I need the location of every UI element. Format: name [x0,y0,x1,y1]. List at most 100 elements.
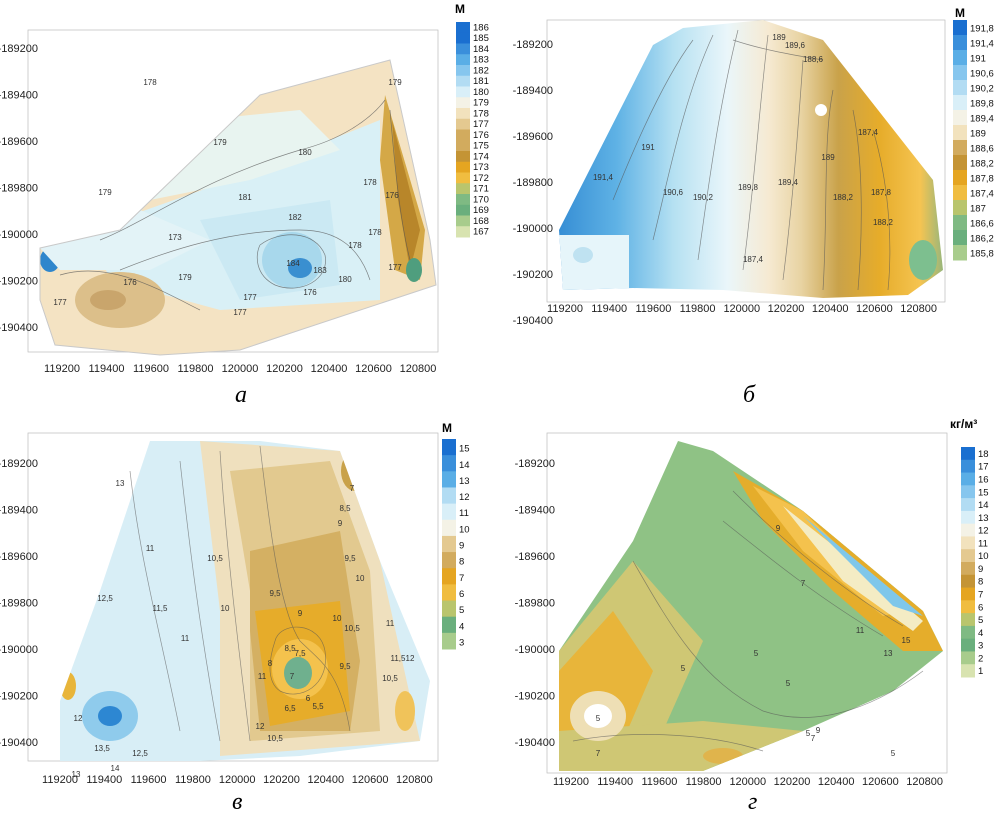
legend-value-label: 9 [978,564,983,575]
contour-value-label: 6 [306,694,311,703]
legend-swatch [953,245,967,261]
legend-colorbar: 191,8 191,4 191 190,6 190,2 189,8 189,4 189 188,… [953,20,994,261]
legend-swatch [961,638,975,652]
contour-value-label: 7,5 [294,649,306,658]
y-tick-label: -189400 [0,90,38,102]
y-tick-label: -189600 [0,551,38,563]
contour-value-label: 8,5 [284,644,296,653]
y-tick-label: -189600 [515,551,555,563]
contour-value-label: 10,5 [382,674,398,683]
y-tick-label: -189400 [515,505,555,517]
legend-swatch [961,574,975,589]
legend-value-label: 186 [473,22,489,33]
legend-value-label: 188,2 [970,159,994,170]
y-tick-label: -190000 [513,223,553,235]
contour-value-label: 9 [338,519,343,528]
legend-value-label: 5 [978,615,983,626]
contour-value-label: 10,5 [207,554,223,563]
legend-value-label: 11 [459,508,469,519]
contour-value-label: 178 [368,228,382,237]
contour-value-label: 182 [288,213,302,222]
x-tick-label: 119400 [86,774,122,786]
y-tick-label: -189600 [513,131,553,143]
contour-value-label: 180 [298,148,312,157]
legend-value-label: 168 [473,216,489,227]
legend-swatch [442,632,456,650]
contour-value-label: 13 [884,649,893,658]
x-tick-label: 120800 [900,303,937,315]
legend-value-label: 7 [978,590,983,601]
legend-value-label: 170 [473,194,489,205]
legend-value-label: 189 [970,129,986,140]
legend-swatch [456,43,470,55]
x-axis-labels: 119200 119400 119600 119800 120000 120200 1204… [42,774,433,786]
y-tick-label: -190200 [0,691,38,703]
y-tick-label: -189400 [0,505,38,517]
legend-swatch [456,22,470,34]
legend-swatch [456,183,470,195]
contour-value-label: 179 [213,138,227,147]
legend-swatch [953,140,967,156]
legend-swatch [961,485,975,499]
map-panel-v: -189200 -189400 -189600 -189800 -190000 -1902… [0,411,503,822]
x-tick-label: 120800 [906,776,943,788]
contour-value-label: 5 [891,749,896,758]
contour-value-label: 190,6 [663,188,684,197]
contour-value-label: 187,4 [743,255,764,264]
legend-swatch [456,226,470,238]
contour-value-label: 187,8 [871,188,892,197]
x-tick-label: 120600 [355,363,392,375]
contour-value-label: 7 [350,484,355,493]
contour-value-label: 188,6 [803,55,824,64]
y-tick-label: -190000 [515,644,555,656]
legend-value-label: 180 [473,87,489,98]
map-v-svg: -189200 -189400 -189600 -189800 -190000 -1902… [0,432,470,786]
y-tick-label: -190000 [0,644,38,656]
legend-swatch [456,97,470,109]
contour-value-label: 177 [388,263,402,272]
contour-value-label: 9,5 [269,589,281,598]
legend-swatch [953,230,967,246]
contour-value-label: 6,5 [284,704,296,713]
legend-swatch [953,170,967,186]
legend-swatch [961,459,975,474]
contour-value-label: 11 [386,619,395,628]
contour-value-label: 178 [363,178,377,187]
y-axis-labels: -189200 -189400 -189600 -189800 -190000 -1902… [513,39,553,327]
contour-value-label: 11,5 [153,604,169,613]
legend-swatch [442,552,456,569]
legend-value-label: 13 [459,476,470,487]
map-v-fill [60,441,430,761]
legend-swatch [961,562,975,576]
contour-value-label: 5,5 [312,702,324,711]
y-tick-label: -190400 [0,322,38,334]
legend-swatch [456,32,470,44]
legend-swatch [456,140,470,152]
contour-value-label: 5 [681,664,686,673]
legend-swatch [961,651,975,665]
x-tick-label: 119200 [553,776,589,788]
legend-swatch [442,568,456,585]
legend-value-label: 6 [459,589,464,600]
x-tick-label: 119800 [175,774,211,786]
legend-swatch [953,215,967,231]
unit-label: М [455,2,465,16]
legend-swatch [456,118,470,130]
contour-value-label: 181 [238,193,252,202]
contour-value-label: 179 [178,273,192,282]
y-tick-label: -190200 [515,691,555,703]
map-frame [27,432,439,762]
y-tick-label: -190400 [515,737,555,749]
legend-value-label: 185,8 [970,249,994,260]
legend-value-label: 181 [473,76,489,87]
legend-swatch [953,95,967,111]
x-tick-label: 120200 [263,774,300,786]
contour-value-label: 189 [821,153,835,162]
contour-value-label: 12 [74,714,83,723]
y-tick-label: -189800 [0,183,38,195]
contour-value-label: 176 [385,191,399,200]
legend-swatch [442,535,456,553]
y-tick-label: -189800 [0,598,38,610]
contour-value-label: 7 [290,672,295,681]
